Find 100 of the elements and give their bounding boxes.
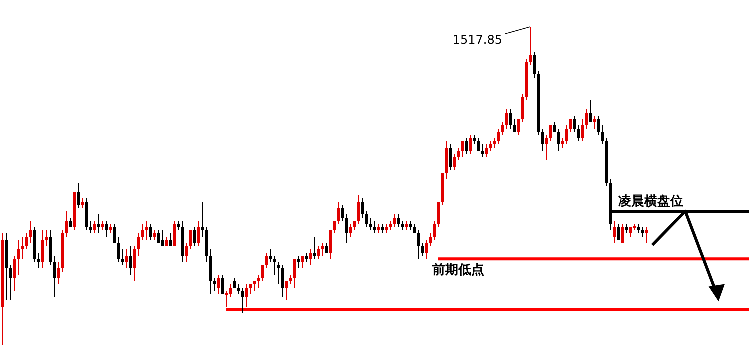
candlestick: [89, 220, 92, 234]
candlestick: [105, 220, 108, 237]
candlestick: [165, 236, 168, 246]
candlestick: [605, 138, 608, 186]
candlestick: [93, 220, 96, 234]
candlestick: [557, 128, 560, 152]
candlestick: [521, 94, 524, 122]
candlestick: [565, 126, 568, 145]
candlestick: [561, 138, 564, 148]
candlestick: [601, 126, 604, 145]
candlestick: [509, 110, 512, 129]
candlestick: [21, 236, 24, 260]
candlestick: [273, 256, 276, 276]
candlestick: [629, 227, 632, 237]
ref-line-label: 凌晨横盘位: [618, 194, 684, 210]
candlestick: [469, 135, 472, 154]
candlestick: [125, 250, 128, 269]
candlestick: [321, 243, 324, 256]
candlestick: [437, 202, 440, 228]
candlestick: [489, 141, 492, 152]
candlestick: [477, 138, 480, 152]
candlestick: [361, 198, 364, 218]
candlestick: [485, 144, 488, 158]
candlestick: [589, 100, 592, 122]
candlestick: [57, 262, 60, 285]
candlestick: [145, 220, 148, 240]
candlestick: [41, 230, 44, 269]
candlestick: [553, 122, 556, 132]
candlestick: [157, 230, 160, 244]
candlestick: [453, 154, 456, 170]
candlestick: [597, 116, 600, 136]
candlestick: [201, 202, 204, 237]
candlestick: [45, 230, 48, 246]
candlestick: [13, 256, 16, 291]
candlestick: [265, 252, 268, 269]
candlestick: [77, 182, 80, 208]
candlestick: [429, 234, 432, 246]
candlestick: [97, 214, 100, 234]
candlestick: [541, 128, 544, 152]
candlestick: [25, 234, 28, 250]
candlestick: [441, 173, 444, 206]
candlestick: [289, 275, 292, 285]
candlestick: [281, 266, 284, 298]
candlestick: [29, 220, 32, 244]
candlestick: [313, 236, 316, 260]
candlestick: [81, 198, 84, 208]
candlestick: [137, 234, 140, 256]
candlestick: [549, 126, 552, 142]
candlestick: [401, 220, 404, 231]
candlestick: [409, 220, 412, 231]
candlestick: [385, 224, 388, 234]
candlestick: [417, 230, 420, 260]
candlestick: [585, 110, 588, 129]
candlestick: [297, 256, 300, 269]
candlestick: [189, 230, 192, 250]
candlestick: [445, 141, 448, 180]
candlestick: [69, 218, 72, 228]
candlestick: [149, 224, 152, 240]
candlestick: [465, 138, 468, 154]
candlestick: [545, 135, 548, 161]
candlestick: [61, 230, 64, 272]
candlestick: [309, 250, 312, 266]
candlestick: [333, 220, 336, 234]
candlestick: [341, 205, 344, 221]
candlestick: [357, 196, 360, 224]
candlestick: [397, 214, 400, 228]
candlestick: [5, 234, 8, 300]
candlestick: [285, 281, 288, 300]
candlestick: [593, 116, 596, 129]
candlestick: [377, 224, 380, 234]
candlestick: [537, 72, 540, 136]
candlestick: [33, 227, 36, 262]
candlestick: [457, 148, 460, 161]
candlestick: [245, 284, 248, 307]
candlestick: [221, 275, 224, 294]
candlestick: [413, 224, 416, 234]
candlestick: [637, 224, 640, 234]
candlestick: [257, 275, 260, 288]
candlestick: [205, 227, 208, 262]
candlestick: [569, 119, 572, 132]
candlestick: [533, 52, 536, 78]
candlestick: [501, 122, 504, 136]
candlestick: [449, 144, 452, 170]
candlestick: [109, 224, 112, 234]
candlestick: [253, 281, 256, 291]
candlestick: [325, 243, 328, 253]
candlestick: [433, 220, 436, 240]
candlestick: [73, 192, 76, 231]
candlestick: [305, 252, 308, 262]
candlestick: [373, 220, 376, 234]
candlestick: [329, 230, 332, 260]
candlestick: [233, 278, 236, 288]
candlestick: [177, 220, 180, 231]
candlestick: [293, 259, 296, 288]
candlestick: [505, 110, 508, 129]
candlestick: [513, 119, 516, 132]
candlestick: [645, 227, 648, 244]
candlestick: [461, 141, 464, 158]
candlestick: [581, 119, 584, 142]
candlestick: [301, 256, 304, 269]
